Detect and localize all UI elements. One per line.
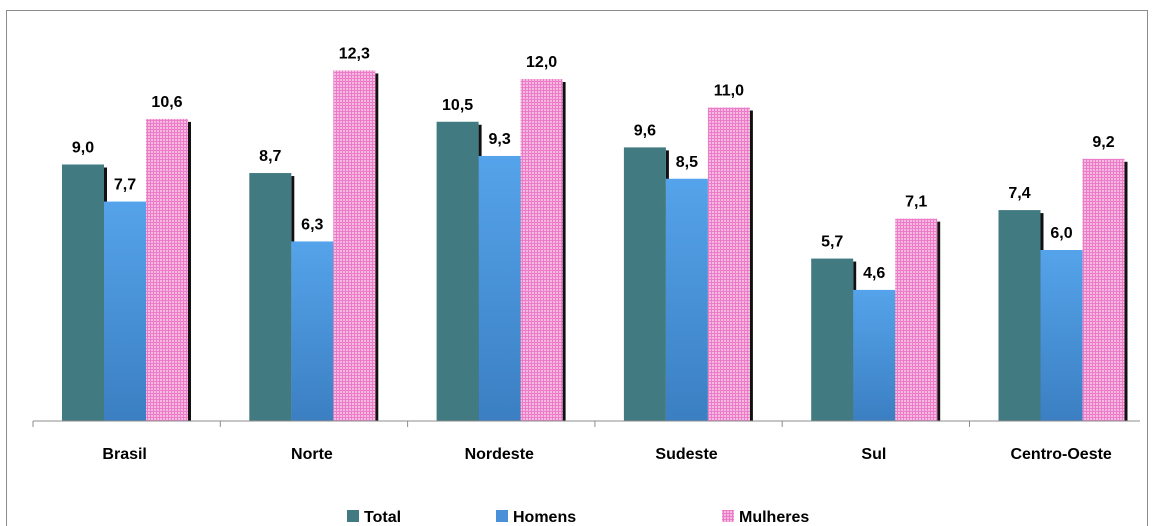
legend-label-total: Total bbox=[364, 509, 401, 526]
bar-shadow-mulheres-0 bbox=[188, 121, 191, 422]
bar-homens-nordeste bbox=[478, 155, 521, 421]
category-label-5: Centro-Oeste bbox=[1010, 446, 1111, 463]
category-label-0: Brasil bbox=[102, 446, 146, 463]
bar-mulheres-sudeste bbox=[707, 107, 750, 421]
bar-homens-centro-oeste bbox=[1040, 250, 1083, 421]
bar-shadow-mulheres-1 bbox=[375, 73, 379, 421]
data-label-homens-1: 6,3 bbox=[301, 216, 323, 233]
data-label-mulheres-3: 11,0 bbox=[714, 83, 744, 100]
data-label-homens-5: 6,0 bbox=[1050, 225, 1072, 242]
bar-total-sul bbox=[811, 258, 854, 421]
legend-label-homens: Homens bbox=[513, 509, 576, 526]
data-label-total-3: 9,6 bbox=[634, 122, 656, 139]
data-label-total-0: 9,0 bbox=[72, 140, 94, 157]
data-label-homens-0: 7,7 bbox=[114, 177, 136, 194]
bar-mulheres-norte bbox=[333, 70, 376, 421]
data-label-homens-3: 8,5 bbox=[676, 154, 698, 171]
data-label-mulheres-0: 10,6 bbox=[151, 94, 182, 111]
bar-total-nordeste bbox=[436, 121, 479, 421]
category-label-2: Nordeste bbox=[465, 446, 534, 463]
bar-shadow-mulheres-3 bbox=[749, 110, 753, 421]
data-label-mulheres-1: 12,3 bbox=[339, 45, 370, 62]
legend-swatch-mulheres bbox=[722, 510, 734, 522]
data-label-mulheres-2: 12,0 bbox=[526, 54, 557, 71]
legend-swatch-total bbox=[347, 510, 359, 522]
data-label-total-1: 8,7 bbox=[259, 148, 281, 165]
data-label-mulheres-4: 7,1 bbox=[905, 194, 927, 211]
category-label-4: Sul bbox=[861, 446, 886, 463]
bar-homens-sudeste bbox=[665, 178, 708, 421]
bar-mulheres-nordeste bbox=[520, 79, 563, 421]
bar-total-sudeste bbox=[623, 147, 666, 421]
category-label-1: Norte bbox=[291, 446, 333, 463]
data-label-total-5: 7,4 bbox=[1008, 185, 1030, 202]
bar-homens-norte bbox=[291, 241, 334, 421]
bar-total-norte bbox=[249, 173, 292, 421]
bar-mulheres-brasil bbox=[146, 118, 188, 422]
legend: Total Homens Mulheres bbox=[347, 509, 809, 526]
bar-mulheres-sul bbox=[895, 218, 938, 421]
data-label-mulheres-5: 9,2 bbox=[1092, 134, 1114, 151]
data-label-homens-2: 9,3 bbox=[488, 131, 510, 148]
data-label-total-4: 5,7 bbox=[821, 234, 843, 251]
bar-total-brasil bbox=[62, 164, 104, 421]
legend-swatch-homens bbox=[496, 510, 508, 522]
chart-frame bbox=[6, 10, 1148, 526]
category-label-3: Sudeste bbox=[655, 446, 717, 463]
legend-label-mulheres: Mulheres bbox=[739, 509, 809, 526]
data-label-homens-4: 4,6 bbox=[863, 265, 885, 282]
bar-homens-sul bbox=[853, 289, 896, 421]
bar-mulheres-centro-oeste bbox=[1082, 158, 1125, 422]
bar-homens-brasil bbox=[104, 201, 146, 421]
data-label-total-2: 10,5 bbox=[442, 97, 473, 114]
bar-shadow-mulheres-4 bbox=[937, 221, 941, 421]
bar-shadow-mulheres-5 bbox=[1124, 161, 1128, 422]
bar-total-centro-oeste bbox=[998, 210, 1041, 421]
plot-area: 9,0 7,7 10,6 Brasil 8,7 6,3 12,3 Norte 10,5 9,3 12… bbox=[32, 45, 1140, 463]
bar-shadow-mulheres-2 bbox=[562, 82, 566, 421]
